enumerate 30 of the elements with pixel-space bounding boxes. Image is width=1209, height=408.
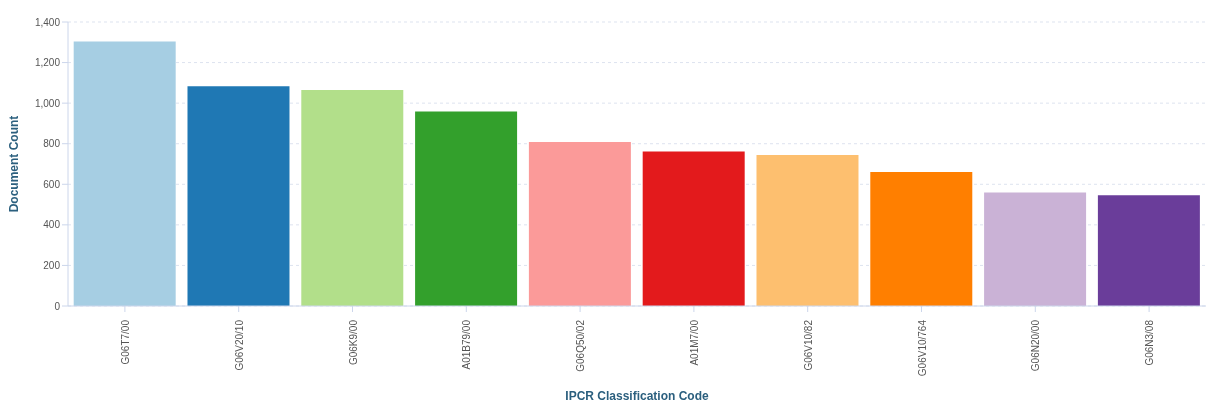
bar <box>187 86 290 306</box>
bar <box>642 151 745 306</box>
x-tick-label: G06Q50/02 <box>575 319 587 372</box>
bar <box>301 89 404 306</box>
bar <box>415 111 518 306</box>
x-tick-label: A01M7/00 <box>688 319 700 366</box>
x-tick-label: G06T7/00 <box>119 319 131 365</box>
bar <box>756 155 859 306</box>
x-tick-label: G06V10/764 <box>916 319 928 377</box>
bar <box>528 142 631 306</box>
x-tick-label: G06V20/10 <box>233 319 245 371</box>
y-tick-label: 200 <box>43 259 61 271</box>
x-tick-label: G06N3/08 <box>1144 319 1156 366</box>
x-tick-label: G06V10/82 <box>802 319 814 371</box>
x-axis-title: IPCR Classification Code <box>565 389 709 403</box>
bar <box>870 171 973 306</box>
y-tick-label: 800 <box>43 138 61 150</box>
bar <box>984 192 1087 306</box>
bar <box>73 41 176 306</box>
y-tick-label: 1,000 <box>34 97 61 109</box>
x-tick-label: G06N20/00 <box>1030 319 1042 372</box>
y-tick-label: 1,200 <box>34 57 61 69</box>
x-tick-label: G06K9/00 <box>347 319 359 366</box>
y-tick-label: 400 <box>43 219 61 231</box>
y-tick-label: 0 <box>54 300 61 312</box>
y-tick-label: 1,400 <box>34 16 61 28</box>
bar <box>1097 195 1200 306</box>
x-tick-label: A01B79/00 <box>461 319 473 370</box>
y-axis-title: Document Count <box>7 115 22 213</box>
y-tick-label: 600 <box>43 178 61 190</box>
